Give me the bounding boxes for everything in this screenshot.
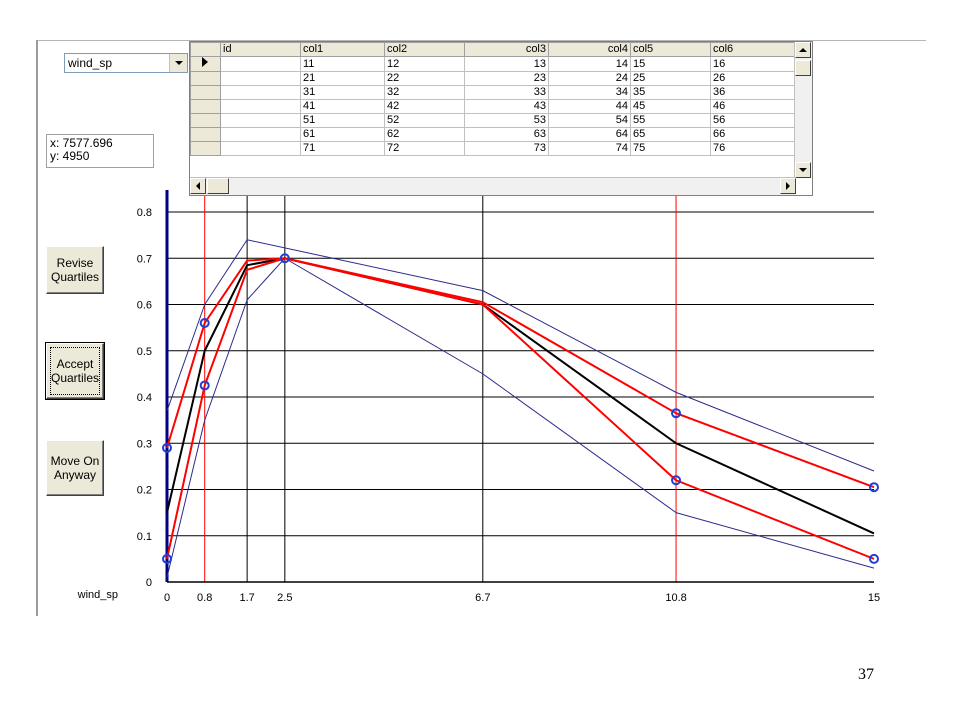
data-table: id col1 col2 col3 col4 col5 col6 11 12 13 1… <box>190 42 795 156</box>
x-tick-label: 15 <box>868 592 880 604</box>
table-cell[interactable]: 71 <box>300 141 385 156</box>
column-header[interactable]: col5 <box>630 42 711 57</box>
table-header-row: id col1 col2 col3 col4 col5 col6 <box>190 42 795 57</box>
quartile-handle[interactable] <box>162 442 172 453</box>
scroll-left-icon[interactable] <box>190 178 206 194</box>
x-tick-label: 1.7 <box>239 592 254 604</box>
x-tick-label: 6.7 <box>475 592 490 604</box>
quartile-handle[interactable] <box>671 408 682 419</box>
move-on-anyway-button[interactable]: Move On Anyway <box>46 440 104 496</box>
current-row-icon <box>202 57 208 67</box>
window-left-edge <box>36 40 38 616</box>
table-row[interactable]: 21 22 23 24 25 26 <box>190 71 795 86</box>
revise-quartiles-button[interactable]: Revise Quartiles <box>46 246 104 294</box>
scroll-right-icon[interactable] <box>780 178 796 194</box>
quartile-handle[interactable] <box>279 253 290 264</box>
y-tick-label: 0.8 <box>137 207 152 219</box>
grid-vertical-scrollbar[interactable] <box>794 42 812 178</box>
quartile-handle[interactable] <box>199 318 210 328</box>
y-tick-label: 0.2 <box>137 485 152 497</box>
table-cell[interactable]: 14 <box>548 56 631 72</box>
column-header[interactable]: col6 <box>710 42 795 57</box>
row-selector[interactable] <box>190 71 221 86</box>
chevron-down-icon[interactable] <box>169 54 187 72</box>
series-line-outer-upper <box>166 239 875 472</box>
row-selector-header <box>190 42 221 57</box>
x-axis-label: wind_sp <box>77 589 118 601</box>
quartile-handle[interactable] <box>162 553 172 564</box>
x-tick-label: 0 <box>164 592 170 604</box>
series-line-upper-quartile <box>166 257 875 489</box>
series-line-lower-quartile <box>166 257 875 560</box>
scroll-down-icon[interactable] <box>795 162 811 178</box>
y-tick-label: 0.3 <box>137 438 152 450</box>
table-cell[interactable]: 73 <box>464 141 549 156</box>
x-tick-label: 0.8 <box>197 592 212 604</box>
quartile-handle[interactable] <box>671 475 682 486</box>
variable-select-value: wind_sp <box>68 56 113 70</box>
coordinate-x: x: 7577.696 <box>50 136 113 150</box>
table-row[interactable]: 31 32 33 34 35 36 <box>190 85 795 100</box>
column-header[interactable]: id <box>220 42 301 57</box>
series-line-outer-lower <box>166 257 875 578</box>
quartile-handle[interactable] <box>199 380 210 391</box>
x-tick-label: 10.8 <box>665 592 686 604</box>
column-header[interactable]: col1 <box>300 42 385 57</box>
table-row[interactable]: 71 72 73 74 75 76 <box>190 141 795 156</box>
grid-horizontal-scrollbar[interactable] <box>190 177 796 195</box>
y-tick-label: 0.5 <box>137 346 152 358</box>
row-selector[interactable] <box>190 56 221 72</box>
table-row[interactable]: 11 12 13 14 15 16 <box>190 56 795 72</box>
accept-quartiles-button[interactable]: Accept Quartiles <box>45 342 105 400</box>
table-cell[interactable]: 62 <box>384 127 465 142</box>
table-cell[interactable]: 75 <box>630 141 711 156</box>
horizontal-scroll-thumb[interactable] <box>207 178 229 194</box>
table-cell[interactable]: 74 <box>548 141 631 156</box>
series-line-median <box>166 257 875 535</box>
variable-select[interactable]: wind_sp <box>64 53 188 73</box>
y-tick-label: 0 <box>146 577 152 589</box>
y-tick-label: 0.7 <box>137 253 152 265</box>
coordinate-y: y: 4950 <box>50 149 90 163</box>
y-tick-label: 0.1 <box>137 531 152 543</box>
table-cell[interactable]: 76 <box>710 141 795 156</box>
table-cell[interactable]: 21 <box>300 71 385 86</box>
column-header[interactable]: col3 <box>464 42 549 57</box>
y-tick-label: 0.6 <box>137 300 152 312</box>
page-number: 37 <box>858 666 874 683</box>
y-tick-label: 0.4 <box>137 392 152 404</box>
column-header[interactable]: col4 <box>548 42 631 57</box>
row-selector[interactable] <box>190 127 221 142</box>
data-grid[interactable]: id col1 col2 col3 col4 col5 col6 11 12 13 1… <box>189 41 813 196</box>
coordinate-readout: x: 7577.696 y: 4950 <box>46 134 154 168</box>
quartile-handle[interactable] <box>869 482 879 493</box>
vertical-scroll-thumb[interactable] <box>795 60 811 76</box>
scroll-up-icon[interactable] <box>795 42 811 58</box>
table-cell[interactable]: 41 <box>300 99 385 114</box>
x-tick-label: 2.5 <box>277 592 292 604</box>
quartile-handle[interactable] <box>869 553 879 564</box>
table-cell[interactable]: 35 <box>630 85 711 100</box>
column-header[interactable]: col2 <box>384 42 465 57</box>
